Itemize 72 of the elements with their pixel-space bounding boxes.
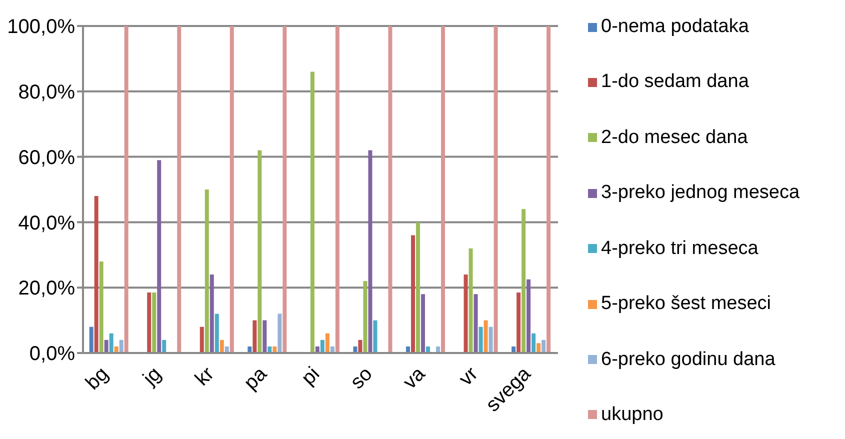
bar	[368, 150, 372, 353]
legend-label: 5-preko šest meseci	[601, 293, 772, 316]
bar	[278, 314, 282, 353]
bar	[220, 340, 224, 353]
y-tick-label: 0,0%	[29, 343, 76, 366]
bar	[532, 333, 536, 353]
bar	[210, 274, 214, 353]
bar	[147, 292, 152, 353]
bar	[542, 340, 546, 353]
x-tick-label: vr	[455, 362, 483, 390]
y-tick-label: 40,0%	[18, 212, 76, 234]
bar	[468, 248, 473, 353]
bar	[421, 294, 425, 353]
bar	[373, 320, 378, 353]
bar	[474, 294, 478, 353]
legend-label: 6-preko godinu dana	[601, 348, 776, 371]
bar	[99, 261, 104, 353]
bar	[411, 235, 415, 353]
bar	[441, 26, 445, 353]
bar	[262, 320, 267, 353]
bar	[320, 340, 324, 353]
bar	[358, 340, 362, 353]
y-tick-label: 20,0%	[18, 278, 76, 300]
bar	[516, 292, 521, 353]
bar	[488, 326, 493, 353]
bar	[536, 343, 541, 353]
bar	[204, 190, 209, 353]
x-tick-label: va	[399, 362, 430, 394]
bar	[152, 292, 156, 353]
bar	[109, 333, 114, 353]
x-tick-label: jg	[138, 362, 166, 390]
x-tick-label: kr	[191, 362, 219, 390]
bar	[119, 340, 124, 353]
bar	[157, 160, 162, 353]
bar	[363, 281, 368, 353]
bar	[258, 150, 262, 353]
x-tick-label: pa	[240, 362, 272, 394]
bar	[325, 333, 330, 353]
bar	[200, 326, 204, 353]
legend-label: 4-preko tri meseca	[601, 238, 758, 260]
bar	[484, 320, 488, 353]
y-tick-label: 100,0%	[7, 16, 76, 38]
bar	[546, 26, 551, 353]
bar	[124, 26, 128, 353]
bar	[388, 26, 392, 353]
bar	[416, 222, 420, 353]
bar	[89, 326, 94, 353]
y-tick-label: 80,0%	[18, 82, 76, 104]
legend-label: 1-do sedam dana	[601, 71, 749, 94]
bar	[252, 320, 257, 353]
bar	[214, 314, 219, 353]
legend-label: ukupno	[601, 404, 664, 426]
bar	[526, 279, 531, 353]
bar	[494, 26, 498, 353]
x-tick-label: pi	[297, 362, 324, 390]
x-tick-label: so	[346, 362, 377, 394]
legend-label: 0-nema podataka	[601, 16, 749, 38]
legend-label: 2-do mesec dana	[601, 126, 748, 149]
x-tick-label: bg	[82, 362, 113, 394]
bar	[310, 72, 314, 353]
bar	[230, 26, 234, 353]
bar	[162, 340, 166, 353]
bar	[94, 196, 98, 353]
y-tick-label: 60,0%	[18, 146, 76, 169]
legend-label: 3-preko jednog meseca	[601, 182, 800, 204]
bar	[522, 209, 526, 353]
bar	[478, 326, 483, 353]
bar	[335, 26, 340, 353]
bar	[282, 26, 287, 353]
bar	[464, 274, 468, 353]
bar	[177, 26, 182, 353]
bar	[104, 340, 108, 353]
